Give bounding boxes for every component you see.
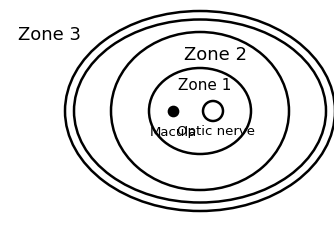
Text: Macula: Macula <box>149 125 197 138</box>
Text: Zone 2: Zone 2 <box>183 46 246 64</box>
Text: Zone 1: Zone 1 <box>178 77 232 92</box>
Text: Zone 3: Zone 3 <box>18 26 81 44</box>
Point <box>170 110 176 113</box>
Text: Optic nerve: Optic nerve <box>177 125 255 138</box>
